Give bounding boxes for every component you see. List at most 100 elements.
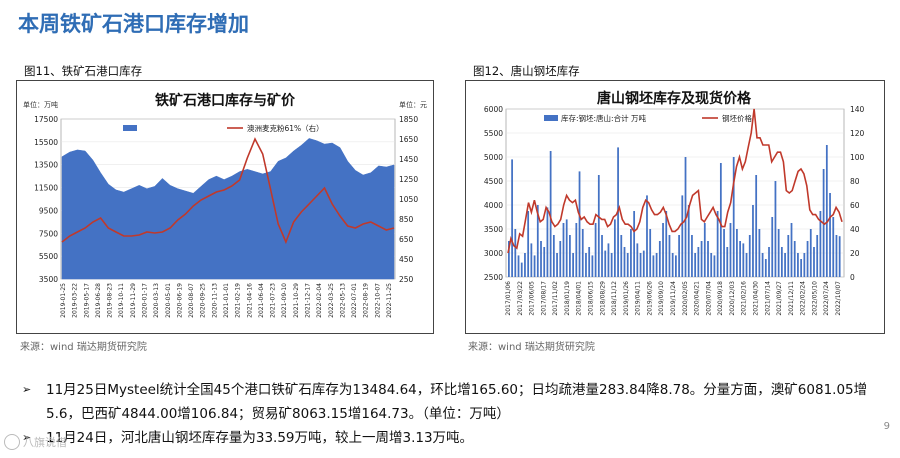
inventory-bar [713,255,716,277]
inventory-bar [591,255,594,277]
x-tick-label: 2018/08/29 [599,281,606,316]
x-tick-label: 2019-08-23 [107,283,114,318]
left-tick-label: 15500 [34,138,58,147]
x-tick-label: 2019-06-28 [95,283,102,318]
x-tick-label: 2019/11/24 [670,281,677,316]
left-tick-label: 5500 [484,129,503,138]
right-tick-label: 1250 [399,175,418,184]
x-tick-label: 2022-03-25 [328,283,335,318]
billet-price-line-series [507,108,843,254]
right-tick-label: 450 [399,255,414,264]
inventory-bar [536,205,539,277]
inventory-bar [626,253,629,277]
inventory-bar [562,223,565,277]
inventory-bar [793,241,796,277]
inventory-bar [543,247,546,277]
inventory-bar [623,247,626,277]
inventory-bar [633,211,636,277]
inventory-bar [761,253,764,277]
inventory-bar [540,241,542,277]
legend-price-label: 澳洲麦克粉61%（右） [247,123,324,133]
inventory-bar [569,235,571,277]
x-tick-label: 2018/11/12 [611,281,618,316]
iron-ore-chart-frame: 铁矿石港口库存与矿价 单位：万吨 单位：元 17500 15500 13500 11500 9… [16,80,434,334]
x-tick-label: 2022/05/10 [811,281,818,316]
inventory-bar [732,157,735,277]
x-tick-label: 2021/12/11 [788,281,795,316]
legend-inventory-swatch [123,125,137,131]
inventory-bar [764,259,767,277]
figure-11-source: 来源：wind 瑞达期货研究院 [20,342,147,353]
right-tick-label: 80 [850,177,860,186]
x-tick-label: 2019-11-29 [130,283,137,318]
inventory-bar [520,262,523,277]
inventory-bar [517,255,520,277]
x-tick-label: 2022-02-04 [316,283,323,318]
left-tick-label: 13500 [34,161,58,170]
inventory-bar [729,223,732,277]
inventory-bar [511,159,513,277]
inventory-bar [838,236,841,277]
left-tick-label: 9500 [39,206,58,215]
inventory-bar [665,211,668,277]
x-tick-label: 2022/02/24 [800,281,807,316]
x-tick-label: 2021-02-19 [235,283,242,318]
x-tick-label: 2021-09-10 [281,283,288,318]
bullet-list: ➢ 11月25日Mysteel统计全国45个港口铁矿石库存为13484.64，环… [22,378,882,450]
right-tick-label: 850 [399,215,414,224]
left-tick-label: 4500 [484,177,503,186]
x-tick-label: 2021-04-16 [246,283,253,318]
inventory-bar [578,171,581,277]
inventory-bar [819,211,822,277]
right-tick-label: 60 [850,201,860,210]
x-tick-label: 2017/01/06 [505,281,512,316]
legend-inventory-swatch [544,115,558,121]
inventory-bar [784,253,786,277]
inventory-bar [700,241,703,277]
inventory-bar [630,229,632,277]
x-tick-label: 2020-09-25 [200,283,207,318]
x-tick-label: 2020/12/03 [729,281,736,316]
legend-inventory-label: 库存量（左） [141,123,186,133]
x-tick-label: 2018/01/19 [564,281,571,316]
inventory-bar [752,205,754,277]
right-tick-label: 100 [850,153,865,162]
left-tick-label: 11500 [34,184,58,193]
inventory-bar [813,247,815,277]
right-tick-label: 250 [399,275,414,284]
inventory-bar [601,235,603,277]
inventory-bar [652,255,655,277]
inventory-bar [549,151,552,277]
x-tick-label: 2021/09/27 [776,281,783,316]
inventory-bar [594,223,597,277]
left-tick-label: 6000 [484,105,503,114]
chart-title: 铁矿石港口库存与矿价 [155,92,296,109]
inventory-bar [585,253,587,277]
x-tick-label: 2020-11-13 [211,283,218,318]
inventory-bar [533,255,536,277]
inventory-bar [662,223,664,277]
x-tick-label: 2021/04/30 [753,281,760,316]
x-tick-label: 2022/07/24 [823,281,830,316]
left-tick-label: 5500 [39,252,58,261]
inventory-bar [768,247,770,277]
right-tick-label: 1050 [399,195,418,204]
inventory-bar [809,229,812,277]
inventory-bar [565,219,568,277]
x-tick-label: 2020/07/04 [705,281,712,316]
x-tick-label: 2017/08/17 [540,281,547,316]
inventory-bar [524,253,526,277]
inventory-bar [829,193,831,277]
inventory-bar [697,247,700,277]
x-tick-label: 2019-05-17 [83,283,90,318]
inventory-bar [675,255,677,277]
inventory-bar [636,243,639,277]
inventory-bar [691,235,693,277]
inventory-bar [581,229,584,277]
inventory-bar [649,229,652,277]
figure-12-caption: 图12、唐山钢坯库存 [473,64,580,78]
legend-inventory-label: 库存:钢坯:唐山:合计 万吨 [561,113,646,123]
inventory-bar [835,235,838,277]
inventory-bar [745,253,748,277]
x-tick-label: 2018/04/01 [576,281,583,316]
